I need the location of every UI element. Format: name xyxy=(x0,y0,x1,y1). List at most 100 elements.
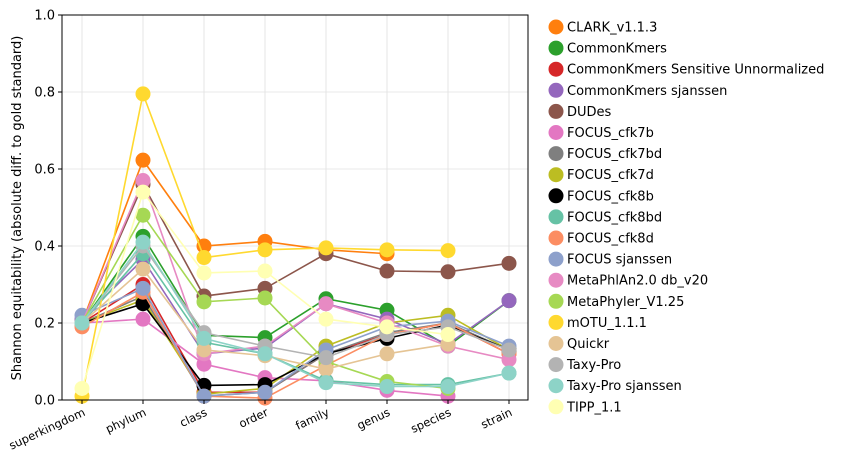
legend-label: FOCUS_cfk7bd xyxy=(567,147,662,162)
legend-item: CommonKmers xyxy=(548,40,667,57)
data-point xyxy=(257,242,273,258)
legend-item: DUDes xyxy=(548,103,612,120)
data-point xyxy=(196,250,212,266)
x-tick-label: species xyxy=(408,405,453,436)
legend-marker xyxy=(548,293,564,309)
legend-item: FOCUS_cfk8d xyxy=(548,230,654,247)
legend-marker xyxy=(548,103,564,119)
y-tick-label: 0.8 xyxy=(34,86,55,101)
legend-item: MetaPhyler_V1.25 xyxy=(548,293,684,310)
legend-label: CommonKmers xyxy=(567,42,667,57)
legend-label: DUDes xyxy=(567,105,612,120)
legend-label: mOTU_1.1.1 xyxy=(567,316,647,331)
series-line xyxy=(81,240,510,388)
legend-marker xyxy=(548,146,564,162)
data-point xyxy=(440,243,456,259)
legend-label: Quickr xyxy=(567,337,610,352)
series-line xyxy=(81,302,510,387)
data-point xyxy=(379,263,395,279)
data-point xyxy=(379,346,395,362)
data-point xyxy=(379,242,395,258)
data-point xyxy=(135,184,151,200)
legend-item: Quickr xyxy=(548,336,610,352)
data-point xyxy=(501,342,517,358)
y-tick-label: 0.0 xyxy=(34,394,55,409)
legend-item: FOCUS_cfk7bd xyxy=(548,146,662,162)
data-point xyxy=(318,350,334,366)
legend-marker xyxy=(548,61,564,77)
data-point xyxy=(135,234,151,250)
legend-marker xyxy=(548,399,564,415)
data-point xyxy=(501,293,517,309)
data-point xyxy=(196,356,212,372)
axes xyxy=(61,14,529,401)
series-line xyxy=(81,178,510,361)
series-line xyxy=(81,287,510,397)
data-point xyxy=(318,240,334,256)
legend-item: TIPP_1.1 xyxy=(548,399,622,415)
data-point xyxy=(196,265,212,281)
data-point xyxy=(257,346,273,362)
x-tick-label: superkingdom xyxy=(7,405,88,453)
legend-item: CLARK_v1.1.3 xyxy=(548,19,657,36)
legend-marker xyxy=(548,314,564,330)
data-point xyxy=(440,379,456,395)
series-layer xyxy=(74,86,517,406)
data-point xyxy=(501,365,517,381)
legend-label: MetaPhyler_V1.25 xyxy=(567,295,684,310)
data-point xyxy=(440,264,456,280)
legend-marker xyxy=(548,19,564,35)
x-tick-label: phylum xyxy=(103,405,148,436)
legend-label: FOCUS_cfk8b xyxy=(567,189,654,204)
data-point xyxy=(135,86,151,102)
legend-item: mOTU_1.1.1 xyxy=(548,314,647,331)
data-point xyxy=(196,294,212,310)
series-line xyxy=(81,158,388,324)
legend-label: CommonKmers Sensitive Unnormalized xyxy=(567,63,824,78)
data-point xyxy=(74,380,90,396)
legend-label: TIPP_1.1 xyxy=(566,400,622,415)
data-point xyxy=(135,261,151,277)
legend-label: Taxy-Pro xyxy=(566,358,621,373)
legend-item: FOCUS_cfk8b xyxy=(548,188,654,204)
data-point xyxy=(379,379,395,395)
series-motu-1-1-1 xyxy=(74,86,456,404)
y-tick-label: 0.4 xyxy=(34,240,55,255)
legend-label: FOCUS_cfk8bd xyxy=(567,210,662,225)
legend-label: FOCUS_cfk7b xyxy=(567,126,654,141)
data-point xyxy=(135,280,151,296)
data-point xyxy=(501,255,517,271)
y-tick-label: 0.6 xyxy=(34,163,55,178)
plot-frame xyxy=(61,14,529,401)
legend-item: FOCUS_cfk7b xyxy=(548,125,654,141)
legend-marker xyxy=(548,167,564,183)
x-tick-label: genus xyxy=(355,405,393,432)
data-point xyxy=(135,152,151,168)
legend-label: Taxy-Pro sjanssen xyxy=(566,379,682,394)
legend-label: CLARK_v1.1.3 xyxy=(567,21,657,36)
data-point xyxy=(135,207,151,223)
legend-marker xyxy=(548,230,564,246)
legend-marker xyxy=(548,82,564,98)
legend-marker xyxy=(548,357,564,373)
legend-marker xyxy=(548,272,564,288)
legend-item: Taxy-Pro sjanssen xyxy=(548,378,682,394)
legend-item: CommonKmers Sensitive Unnormalized xyxy=(548,61,824,78)
data-point xyxy=(440,327,456,343)
x-tick-label: strain xyxy=(479,405,515,432)
legend-item: Taxy-Pro xyxy=(548,357,621,373)
legend-label: FOCUS_cfk7d xyxy=(567,168,654,183)
legend-item: FOCUS_cfk8bd xyxy=(548,209,662,225)
legend-marker xyxy=(548,378,564,394)
series-line xyxy=(81,291,510,399)
legend-marker xyxy=(548,336,564,351)
legend: CLARK_v1.1.3 CommonKmers CommonKmers Sensi… xyxy=(548,19,824,415)
data-point xyxy=(135,311,151,327)
legend-item: MetaPhlAn2.0 db_v20 xyxy=(548,272,708,289)
data-point xyxy=(318,375,334,391)
x-tick-label: order xyxy=(237,405,271,431)
data-point xyxy=(318,296,334,312)
x-tick-label: class xyxy=(177,405,209,430)
